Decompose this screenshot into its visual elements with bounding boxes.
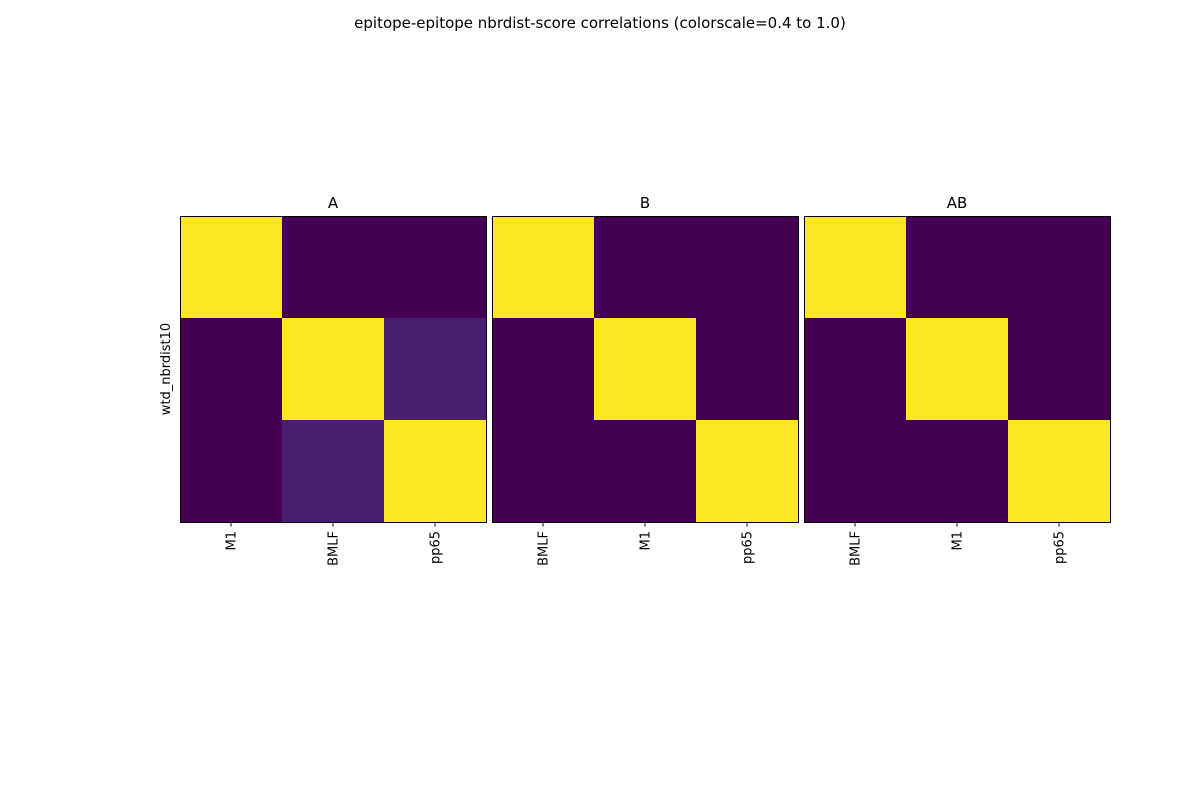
x-tick-label: BMLF <box>327 531 342 566</box>
panel-title: B <box>640 194 650 212</box>
heatmap-cell <box>594 420 697 523</box>
x-tick-label: pp65 <box>741 531 756 564</box>
heatmap-cell <box>696 420 799 523</box>
heatmap-cell <box>492 420 595 523</box>
heatmap-cell <box>1008 420 1111 523</box>
heatmap-cell <box>384 318 487 421</box>
heatmap-cell <box>180 318 283 421</box>
y-axis-label: wtd_nbrdist10 <box>159 323 174 415</box>
heatmap-cell <box>804 216 907 319</box>
heatmap-cell <box>1008 318 1111 421</box>
heatmap-cell <box>594 318 697 421</box>
panel-title: AB <box>947 194 968 212</box>
heatmap-panel-3: AB BMLF M1 pp65 <box>804 194 1111 566</box>
x-tick-label: BMLF <box>849 531 864 566</box>
heatmap-cell <box>282 318 385 421</box>
heatmap-cell <box>804 420 907 523</box>
heatmap-cell <box>696 216 799 319</box>
heatmap-cell <box>282 216 385 319</box>
heatmap-cell <box>804 318 907 421</box>
x-tick-label: M1 <box>951 531 966 551</box>
heatmap-panel-2: B BMLF M1 pp65 <box>492 194 799 566</box>
heatmap-cell <box>594 216 697 319</box>
x-tick-label: BMLF <box>537 531 552 566</box>
heatmap-cell <box>282 420 385 523</box>
x-tick-label: M1 <box>225 531 240 551</box>
heatmap-cell <box>384 420 487 523</box>
heatmap-cell <box>180 216 283 319</box>
heatmap-cell <box>180 420 283 523</box>
heatmap-cell <box>906 420 1009 523</box>
x-tick-label: pp65 <box>1053 531 1068 564</box>
panel-title: A <box>328 194 339 212</box>
heatmap-cell <box>696 318 799 421</box>
figure-title: epitope-epitope nbrdist-score correlatio… <box>354 14 846 32</box>
heatmap-cell <box>906 318 1009 421</box>
x-tick-label: M1 <box>639 531 654 551</box>
heatmap-cell <box>384 216 487 319</box>
heatmap-cell <box>492 216 595 319</box>
heatmap-cell <box>906 216 1009 319</box>
heatmap-cell <box>492 318 595 421</box>
x-tick-label: pp65 <box>429 531 444 564</box>
heatmap-cell <box>1008 216 1111 319</box>
